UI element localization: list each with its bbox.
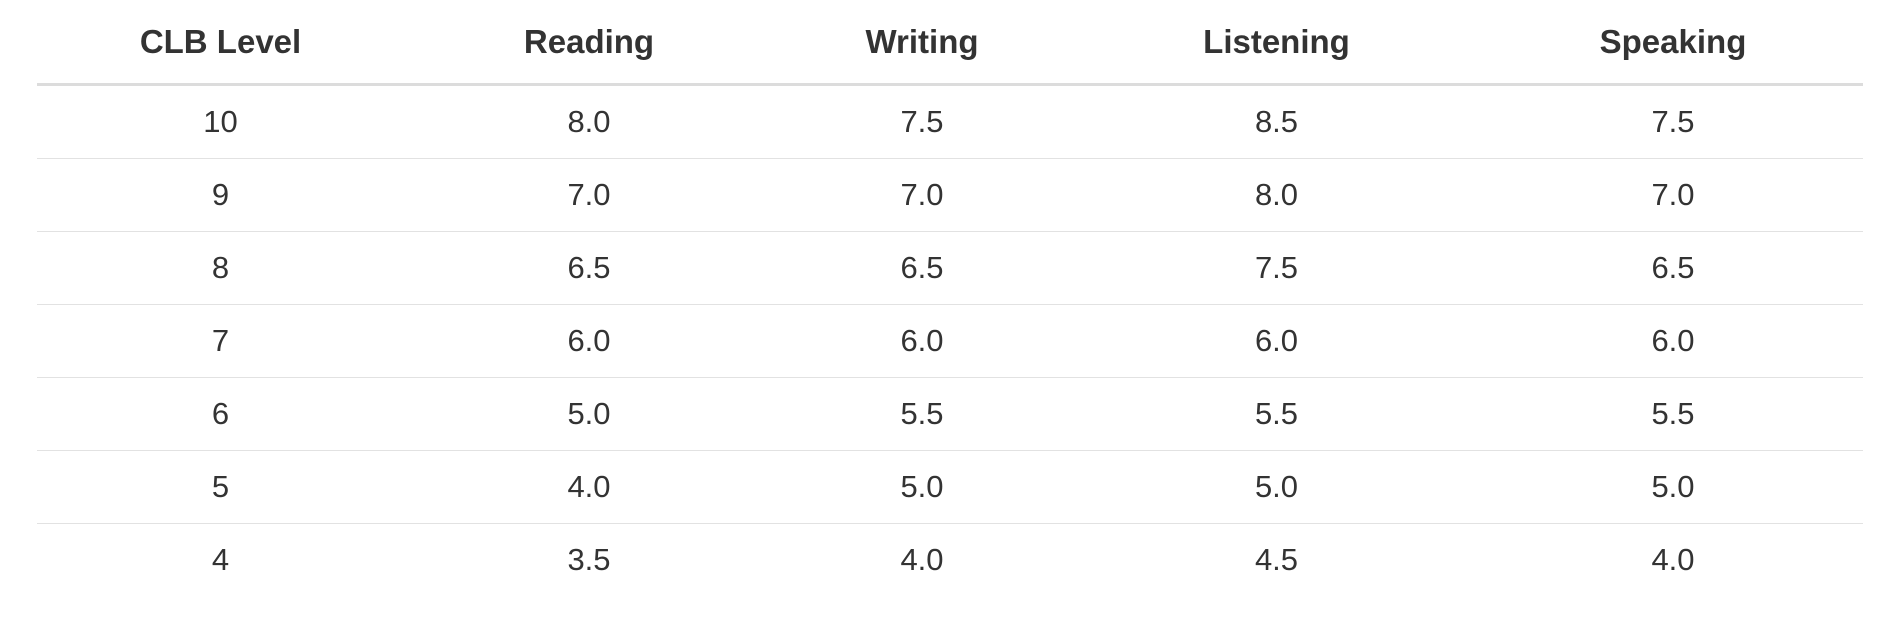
cell-reading: 5.0	[404, 377, 774, 451]
cell-listening: 8.0	[1070, 158, 1483, 232]
cell-speaking: 4.0	[1651, 542, 1695, 577]
table-row: 4 3.5 4.0 4.5 4.0	[37, 524, 1863, 597]
cell-clb-level: 5	[37, 450, 404, 524]
cell-speaking: 5.0	[1483, 450, 1863, 524]
cell-reading: 3.5	[567, 542, 611, 577]
cell-clb-level: 7	[37, 304, 404, 378]
column-header-clb-level: CLB Level	[37, 0, 404, 86]
cell-writing: 5.0	[774, 450, 1070, 524]
clb-score-table: CLB Level Reading Writing Listening Spea…	[37, 0, 1863, 596]
cell-reading: 6.0	[404, 304, 774, 378]
column-header-reading: Reading	[404, 0, 774, 86]
table-header: CLB Level Reading Writing Listening Spea…	[37, 0, 1863, 86]
cell-writing: 6.0	[774, 304, 1070, 378]
cell-speaking: 6.0	[1483, 304, 1863, 378]
cell-listening: 4.5	[1254, 542, 1299, 577]
cell-writing: 7.5	[774, 84, 1070, 159]
cell-writing: 4.0	[900, 542, 944, 577]
cell-listening: 6.0	[1070, 304, 1483, 378]
cell-writing: 6.5	[774, 231, 1070, 305]
column-header-listening: Listening	[1070, 0, 1483, 86]
cell-speaking: 5.5	[1483, 377, 1863, 451]
clb-score-table-container: CLB Level Reading Writing Listening Spea…	[37, 0, 1863, 596]
cell-clb-level: 10	[37, 84, 404, 159]
table-row: 8 6.5 6.5 7.5 6.5	[37, 231, 1863, 305]
cell-listening: 7.5	[1070, 231, 1483, 305]
cell-writing: 7.0	[774, 158, 1070, 232]
column-header-speaking: Speaking	[1483, 0, 1863, 86]
cell-reading: 4.0	[404, 450, 774, 524]
header-row: CLB Level Reading Writing Listening Spea…	[37, 0, 1863, 86]
cell-clb-level: 9	[37, 158, 404, 232]
cell-writing: 5.5	[774, 377, 1070, 451]
cell-clb-level: 6	[37, 377, 404, 451]
cell-reading: 7.0	[404, 158, 774, 232]
cell-listening: 5.0	[1070, 450, 1483, 524]
table-row: 10 8.0 7.5 8.5 7.5	[37, 84, 1863, 159]
cell-clb-level: 8	[37, 231, 404, 305]
table-row: 7 6.0 6.0 6.0 6.0	[37, 304, 1863, 378]
cell-clb-level: 4	[211, 542, 230, 577]
cell-speaking: 6.5	[1483, 231, 1863, 305]
cell-speaking: 7.0	[1483, 158, 1863, 232]
column-header-writing: Writing	[774, 0, 1070, 86]
cell-listening: 8.5	[1070, 84, 1483, 159]
cell-reading: 6.5	[404, 231, 774, 305]
cell-reading: 8.0	[404, 84, 774, 159]
cell-listening: 5.5	[1070, 377, 1483, 451]
cell-speaking: 7.5	[1483, 84, 1863, 159]
table-row: 5 4.0 5.0 5.0 5.0	[37, 450, 1863, 524]
table-row: 9 7.0 7.0 8.0 7.0	[37, 158, 1863, 232]
table-row: 6 5.0 5.5 5.5 5.5	[37, 377, 1863, 451]
table-body: 10 8.0 7.5 8.5 7.5 9 7.0 7.0 8.0 7.0 8 6…	[37, 84, 1863, 597]
